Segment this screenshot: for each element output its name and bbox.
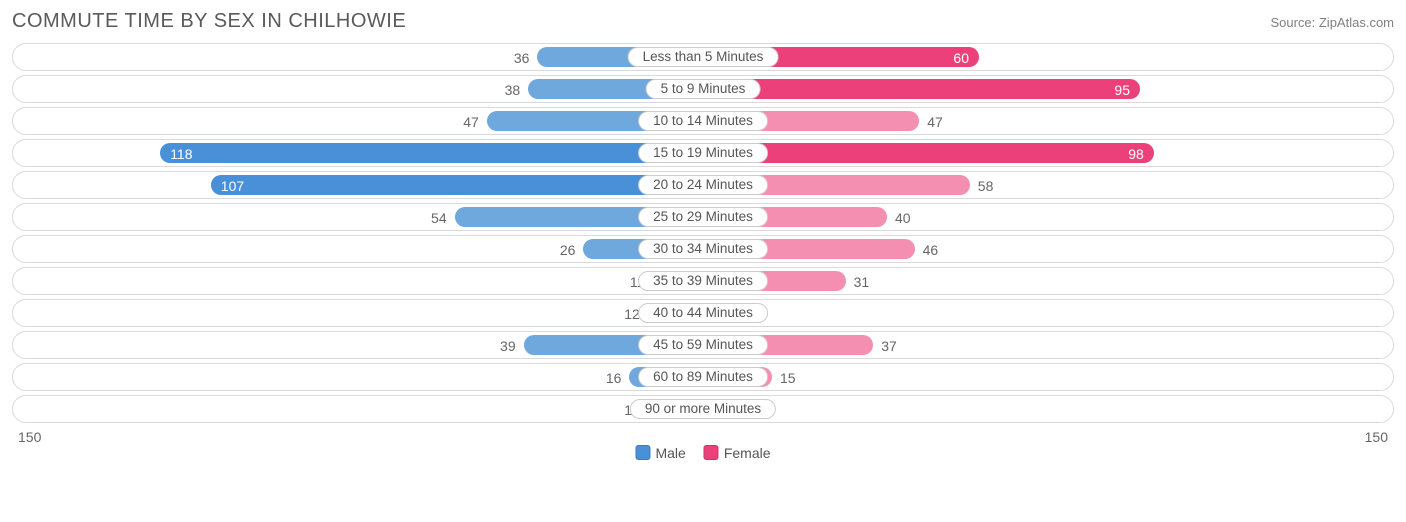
- chart-row: 38 95 5 to 9 Minutes: [12, 75, 1394, 103]
- female-value: 37: [881, 332, 897, 360]
- chart-row: 39 37 45 to 59 Minutes: [12, 331, 1394, 359]
- chart-row: 47 47 10 to 14 Minutes: [12, 107, 1394, 135]
- category-label: 35 to 39 Minutes: [638, 271, 768, 291]
- male-bar: [160, 143, 703, 163]
- chart-row: 113135 to 39 Minutes: [12, 267, 1394, 295]
- category-label: Less than 5 Minutes: [628, 47, 779, 67]
- category-label: 20 to 24 Minutes: [638, 175, 768, 195]
- chart-row: 12090 or more Minutes: [12, 395, 1394, 423]
- legend-swatch: [635, 445, 650, 460]
- category-label: 40 to 44 Minutes: [638, 303, 768, 323]
- chart-source: Source: ZipAtlas.com: [1270, 15, 1394, 30]
- female-value: 95: [1114, 76, 1130, 104]
- female-value: 46: [923, 236, 939, 264]
- chart-row: 16 15 60 to 89 Minutes: [12, 363, 1394, 391]
- male-value: 36: [514, 44, 530, 72]
- category-label: 5 to 9 Minutes: [646, 79, 761, 99]
- male-value: 39: [500, 332, 516, 360]
- chart-row: 36 60 Less than 5 Minutes: [12, 43, 1394, 71]
- legend-item: Female: [704, 445, 771, 461]
- axis-left-max: 150: [18, 429, 41, 445]
- female-value: 98: [1128, 140, 1144, 168]
- chart-row: 118 98 15 to 19 Minutes: [12, 139, 1394, 167]
- legend-label: Male: [655, 445, 685, 461]
- category-label: 30 to 34 Minutes: [638, 239, 768, 259]
- male-bar: [211, 175, 703, 195]
- category-label: 90 or more Minutes: [630, 399, 776, 419]
- category-label: 25 to 29 Minutes: [638, 207, 768, 227]
- chart-row: 54 40 25 to 29 Minutes: [12, 203, 1394, 231]
- category-label: 60 to 89 Minutes: [638, 367, 768, 387]
- male-value: 38: [505, 76, 521, 104]
- female-value: 40: [895, 204, 911, 232]
- chart-row: 12240 to 44 Minutes: [12, 299, 1394, 327]
- female-bar: [703, 79, 1140, 99]
- chart-row: 26 46 30 to 34 Minutes: [12, 235, 1394, 263]
- female-value: 31: [854, 268, 870, 296]
- male-value: 54: [431, 204, 447, 232]
- female-value: 47: [927, 108, 943, 136]
- female-value: 58: [978, 172, 994, 200]
- legend-swatch: [704, 445, 719, 460]
- male-value: 118: [170, 140, 192, 168]
- male-value: 16: [606, 364, 622, 392]
- male-value: 26: [560, 236, 576, 264]
- chart-footer: 150 150 MaleFemale: [12, 425, 1394, 447]
- female-value: 60: [953, 44, 969, 72]
- chart-rows: 36 60 Less than 5 Minutes 38 95 5 to 9 Minute…: [12, 43, 1394, 423]
- legend-item: Male: [635, 445, 685, 461]
- female-bar: [703, 143, 1154, 163]
- category-label: 15 to 19 Minutes: [638, 143, 768, 163]
- male-value: 47: [463, 108, 479, 136]
- male-value: 107: [221, 172, 244, 200]
- category-label: 10 to 14 Minutes: [638, 111, 768, 131]
- legend: Male Female: [635, 445, 770, 461]
- chart-title: COMMUTE TIME BY SEX IN CHILHOWIE: [12, 10, 406, 33]
- chart-header: COMMUTE TIME BY SEX IN CHILHOWIE Source:…: [12, 8, 1394, 43]
- female-value: 15: [780, 364, 796, 392]
- legend-label: Female: [724, 445, 771, 461]
- category-label: 45 to 59 Minutes: [638, 335, 768, 355]
- axis-labels: 150 150: [12, 425, 1394, 445]
- axis-right-max: 150: [1365, 429, 1388, 445]
- chart-row: 107 58 20 to 24 Minutes: [12, 171, 1394, 199]
